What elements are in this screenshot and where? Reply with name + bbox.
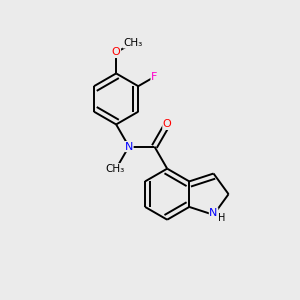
- Text: F: F: [151, 72, 157, 82]
- Text: CH₃: CH₃: [123, 38, 142, 48]
- Text: N: N: [209, 208, 218, 218]
- Text: H: H: [218, 213, 226, 223]
- Text: CH₃: CH₃: [106, 164, 125, 174]
- Text: O: O: [163, 119, 172, 129]
- Text: N: N: [125, 142, 133, 152]
- Text: O: O: [112, 47, 121, 58]
